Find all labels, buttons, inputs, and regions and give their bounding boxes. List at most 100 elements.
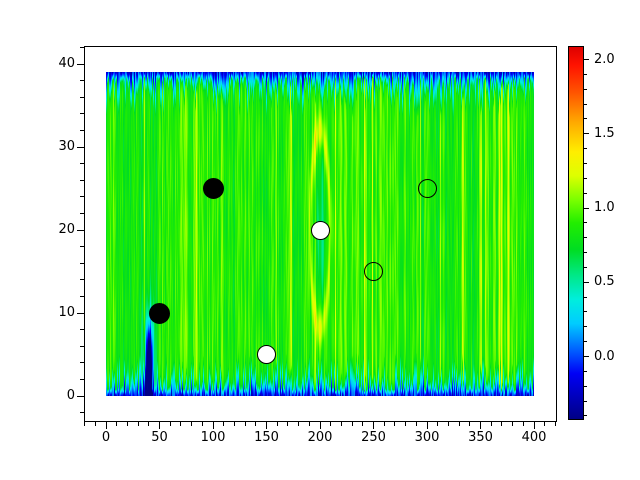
x-axis-major-tick	[105, 422, 107, 429]
x-axis-tick-label: 0	[101, 430, 111, 445]
y-axis-tick-label: 0	[66, 388, 75, 403]
x-axis-minor-tick	[276, 422, 278, 426]
colorbar-minor-tick	[584, 162, 587, 164]
colorbar-minor-tick	[584, 296, 587, 298]
scatter-point-none	[417, 179, 437, 198]
x-axis-minor-tick	[94, 422, 96, 426]
colorbar-minor-tick	[584, 103, 587, 105]
y-axis-minor-tick	[80, 362, 84, 364]
colorbar-minor-tick	[584, 326, 587, 328]
y-axis-major-tick	[77, 229, 84, 231]
x-axis-minor-tick	[126, 422, 128, 426]
colorbar-minor-tick	[584, 385, 587, 387]
x-axis-major-tick	[373, 422, 374, 429]
y-axis-major-tick	[77, 63, 84, 65]
x-axis-minor-tick	[351, 422, 353, 426]
x-axis-major-tick	[319, 422, 321, 429]
x-axis-major-tick	[212, 422, 214, 429]
y-axis-major-tick	[77, 146, 84, 148]
y-axis-minor-tick	[80, 163, 84, 165]
axes-box	[84, 46, 557, 422]
x-axis-minor-tick	[437, 422, 439, 426]
colorbar-tick-label: 0.0	[594, 348, 615, 364]
y-axis-minor-tick	[80, 329, 84, 331]
x-axis-minor-tick	[415, 422, 417, 426]
y-axis-minor-tick	[80, 129, 84, 131]
colorbar-minor-tick	[584, 341, 587, 343]
x-axis-minor-tick	[255, 422, 257, 426]
x-axis-minor-tick	[447, 422, 449, 426]
x-axis-minor-tick	[191, 422, 193, 426]
colorbar-minor-tick	[584, 237, 587, 239]
y-axis-tick-label: 10	[58, 305, 75, 320]
x-axis-minor-tick	[544, 422, 546, 426]
y-axis-minor-tick	[80, 295, 84, 297]
x-axis-minor-tick	[298, 422, 300, 426]
colorbar-major-tick	[584, 207, 589, 209]
colorbar-minor-tick	[584, 73, 587, 75]
colorbar-minor-tick	[584, 192, 587, 194]
colorbar-minor-tick	[584, 266, 587, 268]
x-axis-minor-tick	[137, 422, 139, 426]
colorbar-minor-tick	[584, 415, 587, 417]
colorbar-minor-tick	[584, 252, 587, 254]
y-axis-minor-tick	[80, 80, 84, 82]
colorbar-tick-label: 1.0	[594, 200, 615, 215]
x-axis-major-tick	[159, 422, 160, 429]
x-axis-minor-tick	[180, 422, 182, 426]
y-axis-tick-label: 40	[58, 56, 75, 71]
y-axis-major-tick	[77, 395, 84, 397]
y-axis-minor-tick	[80, 279, 84, 281]
colorbar-minor-tick	[584, 177, 587, 179]
y-axis-minor-tick	[80, 262, 84, 264]
y-axis-minor-tick	[80, 46, 84, 48]
y-axis-tick-label: 20	[58, 222, 75, 237]
y-axis-minor-tick	[80, 378, 84, 380]
x-axis-minor-tick	[148, 422, 150, 426]
x-axis-tick-label: 150	[254, 430, 279, 445]
y-axis-minor-tick	[80, 412, 84, 414]
x-axis-minor-tick	[405, 422, 407, 426]
x-axis-major-tick	[266, 422, 267, 429]
y-axis-minor-tick	[80, 113, 84, 115]
x-axis-minor-tick	[244, 422, 246, 426]
y-axis-minor-tick	[80, 196, 84, 198]
x-axis-minor-tick	[458, 422, 460, 426]
colorbar-major-tick	[584, 133, 589, 135]
colorbar-minor-tick	[584, 88, 587, 90]
colorbar-tick-label: 0.5	[594, 274, 615, 290]
x-axis-minor-tick	[554, 422, 556, 426]
y-axis-minor-tick	[80, 212, 84, 214]
scatter-point-white	[257, 345, 276, 364]
colorbar-tick-label: 2.0	[594, 51, 615, 67]
scatter-point-black	[149, 302, 170, 324]
y-axis-minor-tick	[80, 96, 84, 98]
colorbar-minor-tick	[584, 118, 587, 120]
x-axis-minor-tick	[201, 422, 203, 426]
x-axis-minor-tick	[233, 422, 235, 426]
colorbar-major-tick	[584, 59, 589, 60]
y-axis-tick-label: 30	[58, 139, 75, 154]
colorbar	[568, 46, 584, 420]
x-axis-major-tick	[533, 422, 535, 429]
x-axis-tick-label: 250	[361, 430, 386, 445]
x-axis-minor-tick	[383, 422, 385, 426]
x-axis-minor-tick	[469, 422, 471, 426]
colorbar-tick-label: 1.5	[594, 125, 615, 141]
y-axis-minor-tick	[80, 179, 84, 181]
x-axis-tick-label: 400	[521, 430, 547, 445]
colorbar-minor-tick	[584, 311, 587, 313]
y-axis-major-tick	[77, 312, 84, 314]
scatter-point-black	[202, 178, 224, 199]
x-axis-major-tick	[426, 422, 428, 429]
colorbar-minor-tick	[584, 222, 587, 224]
x-axis-minor-tick	[308, 422, 310, 426]
y-axis-minor-tick	[80, 246, 84, 248]
x-axis-minor-tick	[512, 422, 514, 426]
x-axis-tick-label: 100	[200, 430, 226, 445]
scatter-point-none	[364, 262, 383, 281]
colorbar-minor-tick	[584, 370, 587, 372]
x-axis-minor-tick	[490, 422, 492, 426]
x-axis-minor-tick	[362, 422, 364, 426]
